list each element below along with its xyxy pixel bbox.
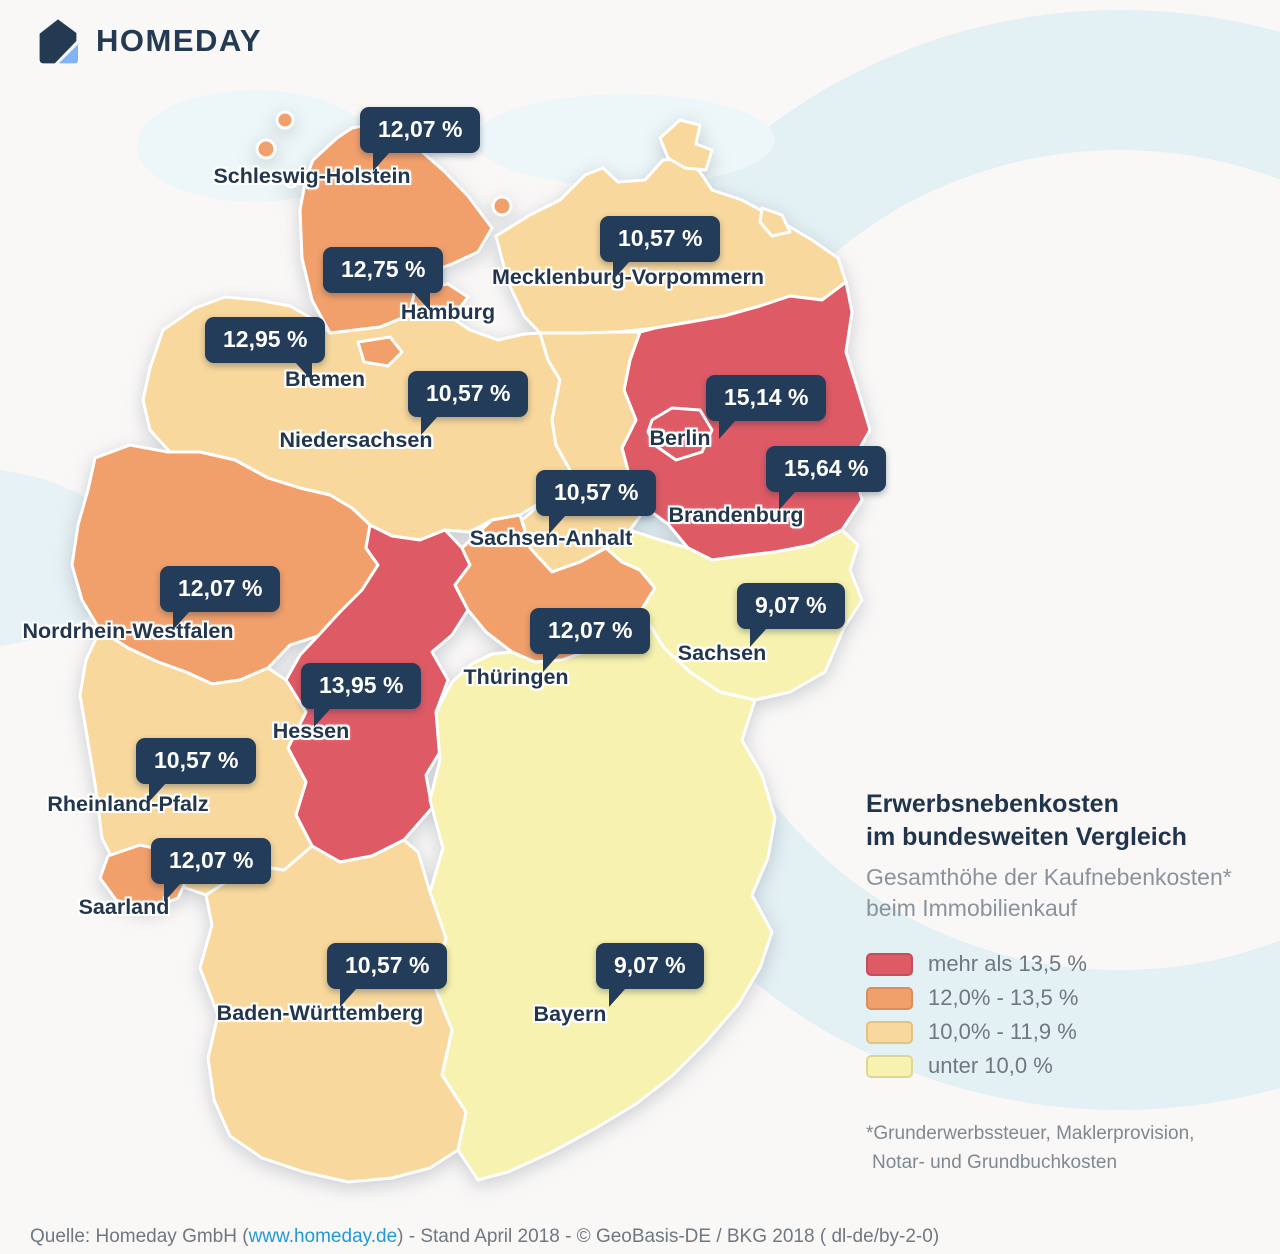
state-label-nw: Nordrhein-Westfalen bbox=[22, 619, 234, 643]
value-callout-be: 15,14 % bbox=[706, 375, 827, 439]
state-shape-berlin bbox=[646, 406, 714, 462]
legend-row-mehr_als_13_5: mehr als 13,5 % bbox=[866, 951, 1270, 977]
value-callout-th: 12,07 % bbox=[530, 608, 651, 672]
legend-row-unter_10_0: unter 10,0 % bbox=[866, 1053, 1270, 1079]
legend-swatch-12_0_bis_13_5 bbox=[866, 986, 913, 1010]
state-label-sl: Saarland bbox=[78, 895, 170, 919]
legend-swatch-mehr_als_13_5 bbox=[866, 952, 913, 976]
value-callout-st: 10,57 % bbox=[536, 470, 657, 534]
value-callout-bw: 10,57 % bbox=[327, 943, 448, 1007]
value-callout-he: 13,95 % bbox=[301, 663, 422, 727]
info-panel: Erwerbsnebenkosten im bundesweiten Vergl… bbox=[866, 788, 1270, 1087]
value-callout-mv: 10,57 % bbox=[600, 216, 721, 280]
footnote-line1: *Grunderwerbssteuer, Maklerprovision, bbox=[866, 1123, 1195, 1144]
island-ruegen bbox=[658, 118, 714, 172]
value-callout-hh: 12,75 % bbox=[323, 247, 444, 311]
state-label-he: Hessen bbox=[272, 719, 350, 743]
state-label-bw: Baden-Württemberg bbox=[216, 1001, 424, 1025]
homeday-logo-text: HOMEDAY bbox=[96, 23, 263, 58]
value-callout-nw: 12,07 % bbox=[160, 566, 281, 630]
state-shape-baden-württemberg bbox=[198, 838, 468, 1184]
legend-label-10_0_bis_11_9: 10,0% - 11,9 % bbox=[928, 1019, 1077, 1045]
chart-subtitle-line1: Gesamthöhe der Kaufnebenkosten* bbox=[866, 864, 1232, 890]
value-callout-by: 9,07 % bbox=[596, 943, 704, 1007]
homeday-logo-icon bbox=[39, 19, 78, 64]
island-pellworm bbox=[283, 173, 299, 189]
source-suffix: ) - Stand April 2018 - © GeoBasis-DE / B… bbox=[397, 1226, 940, 1247]
footnote: *Grunderwerbssteuer, Maklerprovision, No… bbox=[866, 1120, 1194, 1177]
brand-header: HOMEDAY bbox=[34, 16, 262, 66]
value-callout-ni: 10,57 % bbox=[408, 371, 529, 435]
legend-label-12_0_bis_13_5: 12,0% - 13,5 % bbox=[928, 985, 1079, 1011]
source-line: Quelle: Homeday GmbH (www.homeday.de) - … bbox=[30, 1226, 939, 1248]
state-label-rp: Rheinland-Pfalz bbox=[47, 792, 209, 816]
value-callout-hb: 12,95 % bbox=[205, 317, 326, 381]
homeday-link[interactable]: www.homeday.de bbox=[248, 1226, 398, 1247]
value-callout-sl: 12,07 % bbox=[151, 838, 272, 902]
state-shape-bremen bbox=[356, 335, 404, 368]
state-label-by: Bayern bbox=[533, 1002, 607, 1026]
value-callout-bb: 15,64 % bbox=[766, 446, 887, 510]
legend-swatch-unter_10_0 bbox=[866, 1054, 913, 1078]
legend-swatch-10_0_bis_11_9 bbox=[866, 1020, 913, 1044]
island-amrum bbox=[255, 138, 277, 160]
chart-title-line1: Erwerbsnebenkosten bbox=[866, 790, 1119, 818]
chart-title-line2: im bundesweiten Vergleich bbox=[866, 822, 1187, 851]
state-label-ni: Niedersachsen bbox=[279, 428, 433, 452]
island-usedom bbox=[758, 206, 792, 238]
chart-title: Erwerbsnebenkosten im bundesweiten Vergl… bbox=[866, 788, 1270, 853]
state-shape-bayern bbox=[428, 610, 777, 1182]
source-prefix: Quelle: Homeday GmbH ( bbox=[30, 1226, 249, 1247]
footnote-line2: Notar- und Grundbuchkosten bbox=[872, 1151, 1118, 1173]
legend-row-12_0_bis_13_5: 12,0% - 13,5 % bbox=[866, 985, 1270, 1011]
chart-subtitle-line2: beim Immobilienkauf bbox=[866, 895, 1077, 922]
island-sylt bbox=[275, 110, 295, 130]
legend: mehr als 13,5 % 12,0% - 13,5 % 10,0% - 11,… bbox=[866, 951, 1270, 1079]
value-callout-rp: 10,57 % bbox=[136, 738, 257, 802]
chart-subtitle: Gesamthöhe der Kaufnebenkosten* beim Imm… bbox=[866, 862, 1270, 924]
state-label-be: Berlin bbox=[649, 426, 711, 450]
legend-row-10_0_bis_11_9: 10,0% - 11,9 % bbox=[866, 1019, 1270, 1045]
legend-label-mehr_als_13_5: mehr als 13,5 % bbox=[928, 951, 1087, 977]
legend-label-unter_10_0: unter 10,0 % bbox=[928, 1053, 1053, 1079]
value-callout-sn: 9,07 % bbox=[737, 583, 845, 647]
island-fehmarn bbox=[491, 195, 513, 217]
value-callout-sh: 12,07 % bbox=[360, 107, 481, 171]
